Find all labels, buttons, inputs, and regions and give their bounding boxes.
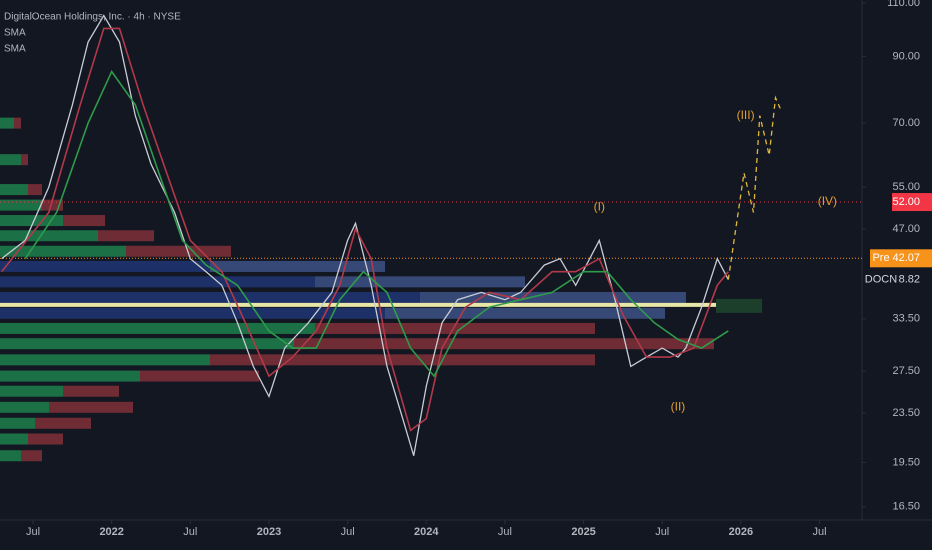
- volume-up: [0, 245, 126, 257]
- volume-up: [0, 433, 28, 445]
- volume-up: [0, 291, 420, 303]
- volume-down: [315, 322, 595, 334]
- y-tick-label: 70.00: [892, 117, 920, 129]
- symbol-tag: DOCN: [865, 274, 897, 286]
- volume-up: [0, 230, 98, 242]
- volume-up: [0, 322, 315, 334]
- projection-line: [727, 95, 781, 280]
- volume-up: [0, 450, 21, 462]
- volume-down: [21, 154, 28, 166]
- volume-up: [0, 184, 28, 196]
- y-tick-label: 55.00: [892, 181, 920, 193]
- volume-up: [0, 354, 210, 366]
- volume-down: [35, 417, 91, 429]
- volume-down: [98, 230, 154, 242]
- y-tick-label: 33.50: [892, 313, 920, 325]
- last-price-box: [900, 270, 932, 289]
- price-tag-box: [870, 249, 892, 268]
- volume-up: [0, 199, 42, 211]
- y-tick-label: 90.00: [892, 50, 920, 62]
- target-zone: [716, 298, 762, 313]
- volume-down: [21, 450, 42, 462]
- chart-title: DigitalOcean Holdings, Inc. · 4h · NYSE: [4, 12, 181, 23]
- volume-up: [0, 154, 21, 166]
- price-tag: Pre: [872, 252, 889, 264]
- volume-down: [420, 291, 686, 303]
- symbol-tag-box: [864, 270, 898, 289]
- volume-up: [0, 401, 49, 413]
- x-tick-label: Jul: [812, 526, 826, 538]
- wave-label: (II): [671, 399, 686, 413]
- volume-up: [0, 338, 294, 350]
- x-tick-label: 2024: [414, 526, 439, 538]
- wave-label: (IV): [818, 194, 837, 208]
- volume-up: [0, 370, 140, 382]
- last-price: 38.82: [892, 274, 920, 286]
- y-tick-label: 47.00: [892, 223, 920, 235]
- volume-down: [14, 117, 21, 129]
- wave-label: (III): [737, 108, 755, 122]
- volume-down: [315, 276, 525, 288]
- x-tick-label: Jul: [26, 526, 40, 538]
- x-tick-label: 2025: [571, 526, 595, 538]
- sma-line: [0, 27, 729, 432]
- plot: (I) (II) (III) (IV): [0, 14, 862, 462]
- x-tick-label: Jul: [183, 526, 197, 538]
- price-label: 42.07: [892, 252, 920, 264]
- volume-down: [49, 401, 133, 413]
- volume-down: [210, 354, 595, 366]
- x-tick-label: 2026: [729, 526, 753, 538]
- volume-down: [294, 338, 714, 350]
- volume-up: [0, 215, 63, 227]
- x-tick-label: Jul: [341, 526, 355, 538]
- volume-down: [140, 370, 259, 382]
- price-label-box: [892, 193, 932, 212]
- price-line-series: [1, 14, 729, 456]
- volume-down: [42, 199, 63, 211]
- volume-up: [0, 117, 14, 129]
- y-tick-label: 19.50: [892, 456, 920, 468]
- volume-up: [0, 385, 63, 397]
- volume-down: [63, 215, 105, 227]
- volume-down: [63, 385, 119, 397]
- y-tick-label: 16.50: [892, 501, 920, 513]
- x-tick-label: Jul: [655, 526, 669, 538]
- price-label: 52.00: [892, 196, 920, 208]
- legend-entry: SMA: [4, 28, 26, 39]
- volume-up: [0, 260, 210, 272]
- volume-down: [385, 307, 665, 319]
- sma-line: [24, 70, 729, 378]
- volume-down: [210, 260, 385, 272]
- volume-up: [0, 276, 315, 288]
- price-label-box: [892, 249, 932, 268]
- volume-down: [126, 245, 231, 257]
- wave-label: (I): [594, 199, 605, 213]
- x-tick-label: 2022: [99, 526, 123, 538]
- volume-up: [0, 307, 385, 319]
- volume-down: [28, 184, 42, 196]
- y-tick-label: 110.00: [887, 0, 920, 9]
- volume-up: [0, 417, 35, 429]
- x-tick-label: 2023: [257, 526, 281, 538]
- volume-down: [28, 433, 63, 445]
- x-tick-label: Jul: [498, 526, 512, 538]
- y-tick-label: 23.50: [892, 407, 920, 419]
- y-tick-label: 27.50: [892, 365, 920, 377]
- legend-entry: SMA: [4, 44, 26, 55]
